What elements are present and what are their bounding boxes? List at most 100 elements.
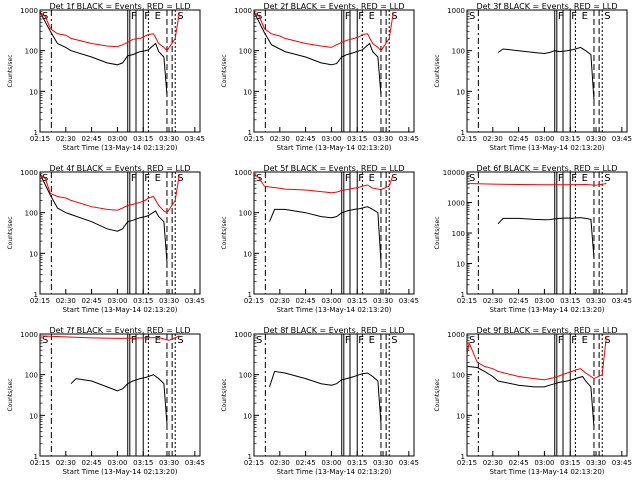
x-tick-label: 03:30 [373, 459, 393, 467]
marker-f: F [571, 335, 577, 346]
panel-det-5: Det 5f BLACK = Events, RED = LLD 1 10 100 10… [221, 164, 419, 314]
marker-f: F [131, 173, 137, 184]
y-axis-label: Counts/sec [221, 378, 228, 411]
x-tick-label: 03:00 [534, 297, 554, 305]
marker-e: E [155, 335, 161, 346]
panel-title: Det 6f BLACK = Events, RED = LLD [476, 164, 617, 173]
x-tick-label: 03:15 [133, 135, 153, 143]
x-tick-label: 03:30 [373, 297, 393, 305]
y-tick-label: 1 [461, 291, 465, 299]
y-axis-label: Counts/sec [434, 216, 441, 249]
plot-frame [39, 171, 201, 295]
x-tick-label: 02:45 [296, 135, 316, 143]
plot-frame [466, 171, 628, 295]
marker-e: E [582, 335, 588, 346]
y-tick-label: 1000 [20, 331, 38, 339]
x-axis-label: Start Time (13-May-14 02:13:20) [276, 144, 391, 152]
y-tick-label: 10 [243, 250, 252, 258]
y-tick-label: 1000 [20, 7, 38, 15]
x-tick-label: 02:15 [457, 459, 477, 467]
x-tick-label: 03:15 [560, 459, 580, 467]
panel-title: Det 4f BLACK = Events, RED = LLD [49, 164, 190, 173]
panel-det-2: Det 2f BLACK = Events, RED = LLD 1 10 100 10… [221, 2, 419, 152]
marker-f: F [358, 335, 364, 346]
y-tick-label: 1 [248, 291, 252, 299]
panel-det-9: Det 9f BLACK = Events, RED = LLD 1 10 100 10… [434, 326, 632, 476]
y-axis-label: Counts/sec [7, 216, 14, 249]
x-tick-label: 03:45 [399, 297, 419, 305]
x-tick-label: 02:15 [244, 297, 264, 305]
series-events [70, 374, 168, 425]
panel-title: Det 8f BLACK = Events, RED = LLD [263, 326, 404, 335]
y-axis-label: Counts/sec [221, 216, 228, 249]
plot-frame [466, 9, 628, 133]
marker-e: E [369, 173, 375, 184]
panel-det-6: Det 6f BLACK = Events, RED = LLD 1 10 100 10… [434, 164, 632, 314]
y-tick-label: 10 [29, 88, 38, 96]
panel-title: Det 1f BLACK = Events, RED = LLD [49, 2, 190, 11]
x-tick-label: 03:00 [107, 135, 127, 143]
x-tick-label: 02:15 [30, 135, 50, 143]
x-tick-label: 02:15 [244, 459, 264, 467]
marker-e: E [155, 11, 161, 22]
panel-det-1: Det 1f BLACK = Events, RED = LLD 1 10 100 10… [7, 2, 205, 152]
marker-e: E [155, 173, 161, 184]
x-tick-label: 02:30 [56, 297, 76, 305]
marker-s-end: S [391, 335, 397, 346]
x-tick-label: 02:45 [82, 297, 102, 305]
marker-f: F [345, 335, 351, 346]
x-tick-label: 03:45 [612, 297, 632, 305]
x-axis-label: Start Time (13-May-14 02:13:20) [276, 468, 391, 476]
x-tick-label: 02:45 [296, 297, 316, 305]
panel-title: Det 2f BLACK = Events, RED = LLD [263, 2, 404, 11]
plot-frame [253, 9, 415, 133]
y-tick-label: 1 [248, 453, 252, 461]
marker-f: F [358, 11, 364, 22]
x-tick-label: 02:45 [509, 459, 529, 467]
marker-s-end: S [604, 173, 610, 184]
y-tick-label: 1 [248, 129, 252, 137]
marker-f: F [144, 335, 150, 346]
x-tick-label: 02:30 [270, 297, 290, 305]
y-tick-label: 100 [25, 48, 38, 56]
series-events [497, 217, 595, 259]
series-lld [39, 173, 180, 214]
x-tick-label: 03:15 [560, 135, 580, 143]
marker-s-start: S [469, 11, 475, 22]
y-tick-label: 100 [239, 48, 252, 56]
y-axis-label: Counts/sec [221, 54, 228, 87]
marker-e: E [369, 11, 375, 22]
y-tick-label: 100 [452, 372, 465, 380]
x-tick-label: 02:15 [457, 297, 477, 305]
y-tick-label: 100 [25, 372, 38, 380]
y-tick-label: 100 [452, 48, 465, 56]
panel-title: Det 9f BLACK = Events, RED = LLD [476, 326, 617, 335]
marker-s-end: S [604, 11, 610, 22]
y-tick-label: 1 [461, 129, 465, 137]
x-tick-label: 03:30 [586, 297, 606, 305]
x-tick-label: 02:30 [56, 459, 76, 467]
x-tick-label: 03:30 [159, 135, 179, 143]
x-axis-label: Start Time (13-May-14 02:13:20) [489, 144, 604, 152]
plot-frame [39, 333, 201, 457]
x-tick-label: 03:00 [534, 459, 554, 467]
marker-s-start: S [42, 335, 48, 346]
marker-e: E [369, 335, 375, 346]
y-tick-label: 10 [456, 88, 465, 96]
y-tick-label: 1000 [20, 169, 38, 177]
x-tick-label: 03:00 [534, 135, 554, 143]
x-tick-label: 02:30 [270, 459, 290, 467]
series-lld [253, 173, 394, 194]
series-events [39, 173, 168, 263]
panel-det-4: Det 4f BLACK = Events, RED = LLD 1 10 100 10… [7, 164, 205, 314]
series-events [497, 46, 595, 101]
marker-s-end: S [391, 11, 397, 22]
x-tick-label: 03:15 [560, 297, 580, 305]
y-tick-label: 100 [452, 230, 465, 238]
x-tick-label: 02:30 [270, 135, 290, 143]
marker-f: F [131, 335, 137, 346]
marker-f: F [144, 173, 150, 184]
x-tick-label: 03:15 [133, 297, 153, 305]
